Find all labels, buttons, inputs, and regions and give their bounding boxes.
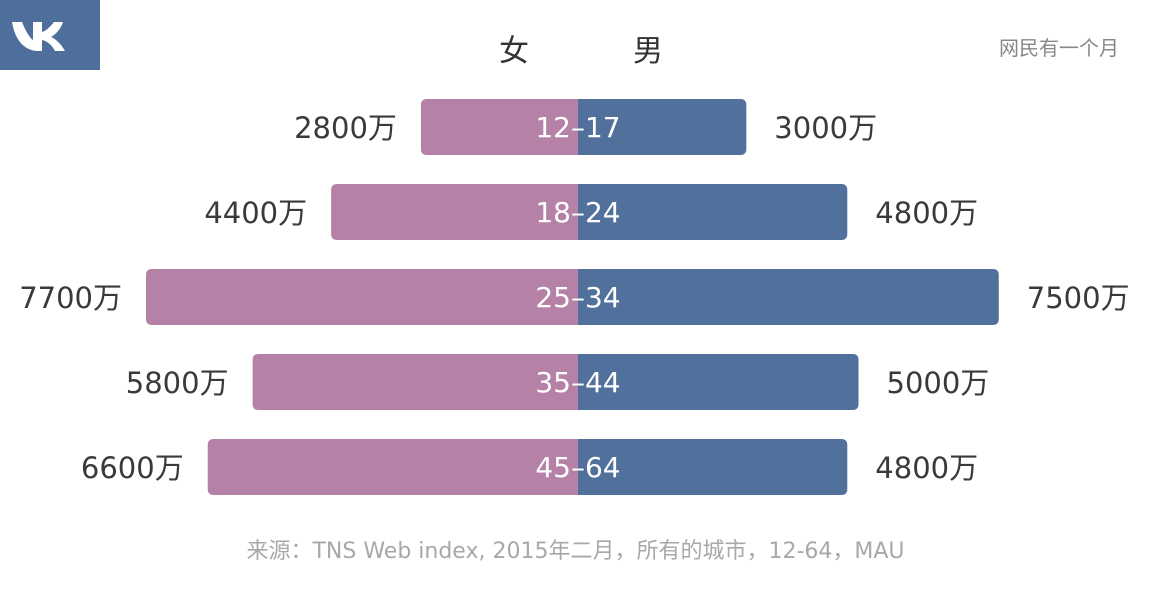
female-bar: [253, 354, 578, 410]
female-value-label: 2800万: [294, 111, 397, 145]
age-group-label: 35–44: [535, 366, 620, 399]
age-group-label: 25–34: [535, 281, 620, 314]
male-value-label: 4800万: [875, 196, 978, 230]
female-value-label: 5800万: [126, 366, 229, 400]
female-value-label: 7700万: [19, 281, 122, 315]
female-bar: [208, 439, 578, 495]
female-value-label: 6600万: [81, 451, 184, 485]
male-value-label: 7500万: [1027, 281, 1130, 315]
age-group-label: 45–64: [535, 451, 620, 484]
female-bar: [146, 269, 578, 325]
age-group-label: 18–24: [535, 196, 620, 229]
age-group-label: 12–17: [535, 111, 620, 144]
male-value-label: 3000万: [774, 111, 877, 145]
source-note: 来源：TNS Web index, 2015年二月，所有的城市，12-64，MA…: [0, 537, 1151, 567]
male-bar: [578, 269, 999, 325]
male-value-label: 5000万: [887, 366, 990, 400]
female-value-label: 4400万: [204, 196, 307, 230]
male-value-label: 4800万: [875, 451, 978, 485]
